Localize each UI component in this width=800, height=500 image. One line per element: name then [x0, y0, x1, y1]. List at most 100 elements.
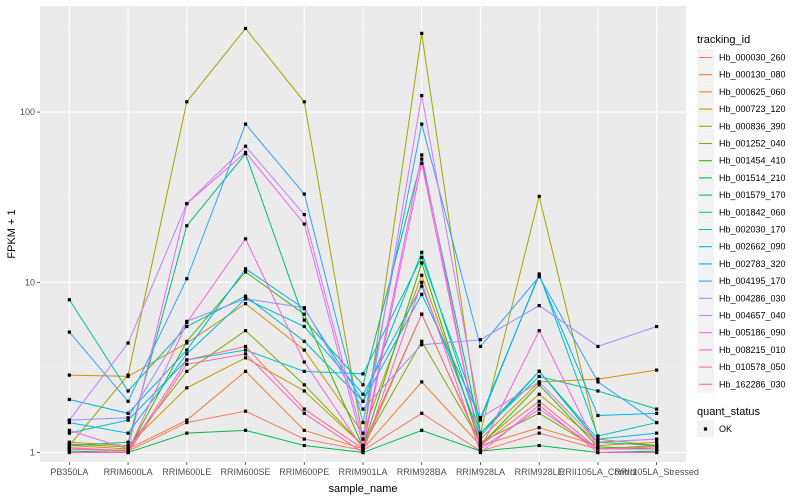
data-point [655, 447, 659, 451]
data-point [185, 431, 189, 435]
legend-title: tracking_id [697, 34, 750, 46]
data-point [420, 255, 424, 260]
data-point [596, 389, 600, 393]
x-tick-label: RRIM928LE [515, 467, 564, 477]
data-point [126, 418, 130, 422]
data-point [185, 100, 189, 104]
data-point [302, 428, 306, 432]
data-point [478, 418, 483, 422]
data-point [420, 122, 424, 126]
data-point [243, 297, 248, 301]
legend-label: Hb_000625_060 [719, 87, 786, 97]
data-point [243, 301, 248, 306]
data-point [185, 320, 189, 325]
legend-items: Hb_000030_260 Hb_000130_080 Hb_000625_060 H… [697, 48, 786, 393]
data-point [243, 122, 248, 126]
data-point [361, 383, 365, 387]
data-point [302, 389, 306, 393]
legend-label: Hb_002662_090 [719, 242, 786, 252]
data-point [302, 212, 306, 217]
data-point [596, 434, 600, 438]
data-point [478, 434, 483, 438]
data-point [126, 445, 130, 449]
data-point [361, 372, 365, 376]
data-point [302, 312, 306, 316]
data-point [243, 237, 248, 241]
data-point [243, 409, 248, 413]
legend: tracking_id Hb_000030_260Hb_000130_080Hb… [697, 34, 786, 438]
x-tick-label: RRIM600LE [162, 467, 211, 477]
legend-label: Hb_000030_260 [719, 53, 786, 63]
legend-label: Hb_004657_040 [719, 311, 786, 321]
data-point [596, 377, 600, 381]
data-point [243, 369, 248, 373]
data-point [185, 324, 189, 329]
data-point [537, 399, 541, 403]
data-point [655, 407, 659, 411]
data-point [185, 202, 189, 206]
x-tick-label: RRII105LA_Stressed [614, 467, 699, 477]
data-point [243, 428, 248, 432]
data-point [655, 445, 659, 449]
data-point [655, 411, 659, 415]
shape-legend-items: OK [697, 420, 732, 438]
data-point [420, 292, 424, 296]
data-point [420, 273, 424, 277]
data-point [537, 303, 541, 308]
data-point [67, 373, 71, 377]
data-point [478, 447, 483, 451]
data-point [537, 374, 541, 379]
data-point [302, 443, 306, 448]
data-point [67, 428, 71, 432]
legend-label: Hb_004195_170 [719, 276, 786, 286]
legend-label: Hb_001842_060 [719, 207, 786, 217]
data-point [302, 192, 306, 196]
data-point [243, 352, 248, 356]
data-point [361, 447, 365, 451]
data-point [361, 407, 365, 411]
data-point [243, 344, 248, 349]
data-points [67, 26, 659, 455]
data-point [185, 369, 189, 373]
data-point [537, 392, 541, 396]
data-point [67, 418, 71, 422]
data-point [478, 338, 483, 342]
data-point [302, 339, 306, 343]
data-point [302, 360, 306, 364]
data-point [243, 356, 248, 360]
data-point [185, 277, 189, 281]
legend-label: Hb_162286_030 [719, 379, 786, 389]
data-point [126, 389, 130, 393]
data-point [596, 445, 600, 449]
data-point [537, 431, 541, 435]
data-point [537, 407, 541, 411]
data-point [420, 153, 424, 157]
data-point [537, 411, 541, 415]
legend-label: Hb_002783_320 [719, 259, 786, 269]
data-point [361, 431, 365, 435]
data-point [302, 222, 306, 226]
legend-label: Hb_000836_390 [719, 121, 786, 131]
data-point [478, 443, 483, 448]
data-point [185, 348, 189, 352]
data-point [185, 418, 189, 422]
x-tick-label: RRIM600PE [279, 467, 329, 477]
x-tick-label: RRIM600LA [104, 467, 153, 477]
data-point [596, 344, 600, 349]
data-point [67, 445, 71, 450]
x-tick-label: RRIM928BA [397, 467, 447, 477]
legend-label: Hb_002030_170 [719, 225, 786, 235]
data-point [185, 352, 189, 356]
data-point [655, 324, 659, 329]
data-point [537, 329, 541, 333]
data-point [67, 440, 71, 444]
data-point [243, 150, 248, 154]
data-point [302, 369, 306, 373]
data-point [478, 437, 483, 441]
data-point [67, 330, 71, 334]
x-tick-label: RRIM600SE [221, 467, 271, 477]
data-point [302, 411, 306, 415]
data-point [243, 144, 248, 148]
data-point [537, 383, 541, 387]
x-axis-title: sample_name [328, 483, 397, 495]
